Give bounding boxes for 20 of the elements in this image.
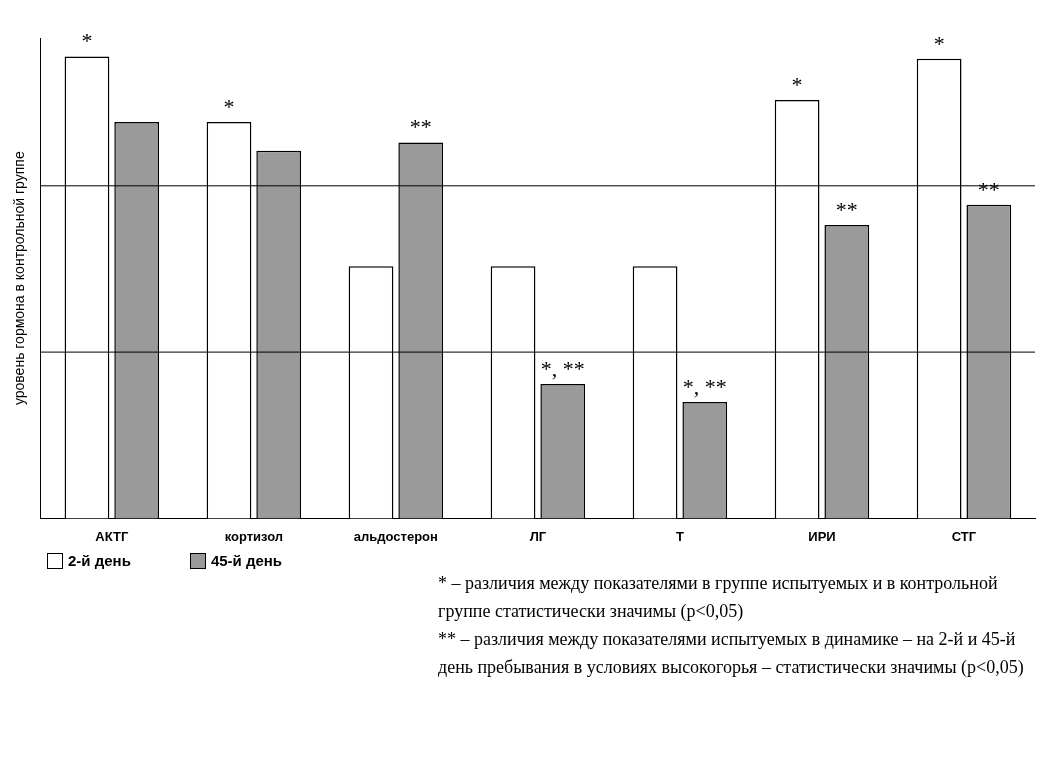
x-tick-label: АКТГ [95, 528, 129, 544]
text: ** – различия между показателями испытуемых в динамике – на 2-й и 45-й день пребывания в условиях высокогорья – статистически значимы (p<0,05) [438, 628, 1025, 679]
annotation: ** [835, 197, 858, 223]
text: * – различия между показателями в группе испытуемых и в контрольной группе статистически значимы (p<0,05) [438, 572, 999, 623]
x-tick-label: Т [675, 528, 684, 544]
x-tick-label: СТГ [951, 528, 977, 544]
annotation: * [223, 94, 235, 120]
y-axis-title: уровень гормона в контрольной группе [11, 151, 28, 406]
x-tick-label: ИРИ [808, 528, 836, 544]
annotation: * [933, 30, 945, 56]
legend-label: 45-й день [210, 552, 283, 569]
x-tick-label: кортизол [224, 528, 284, 544]
x-tick-label: ЛГ [529, 528, 547, 544]
annotation: *, ** [682, 374, 727, 399]
annotation: * [791, 71, 803, 97]
annotation: ** [409, 114, 432, 140]
x-tick-label: альдостерон [353, 528, 438, 544]
text: 2-й день [68, 552, 131, 569]
annotation: * [81, 28, 93, 54]
annotation: *, ** [540, 355, 585, 381]
